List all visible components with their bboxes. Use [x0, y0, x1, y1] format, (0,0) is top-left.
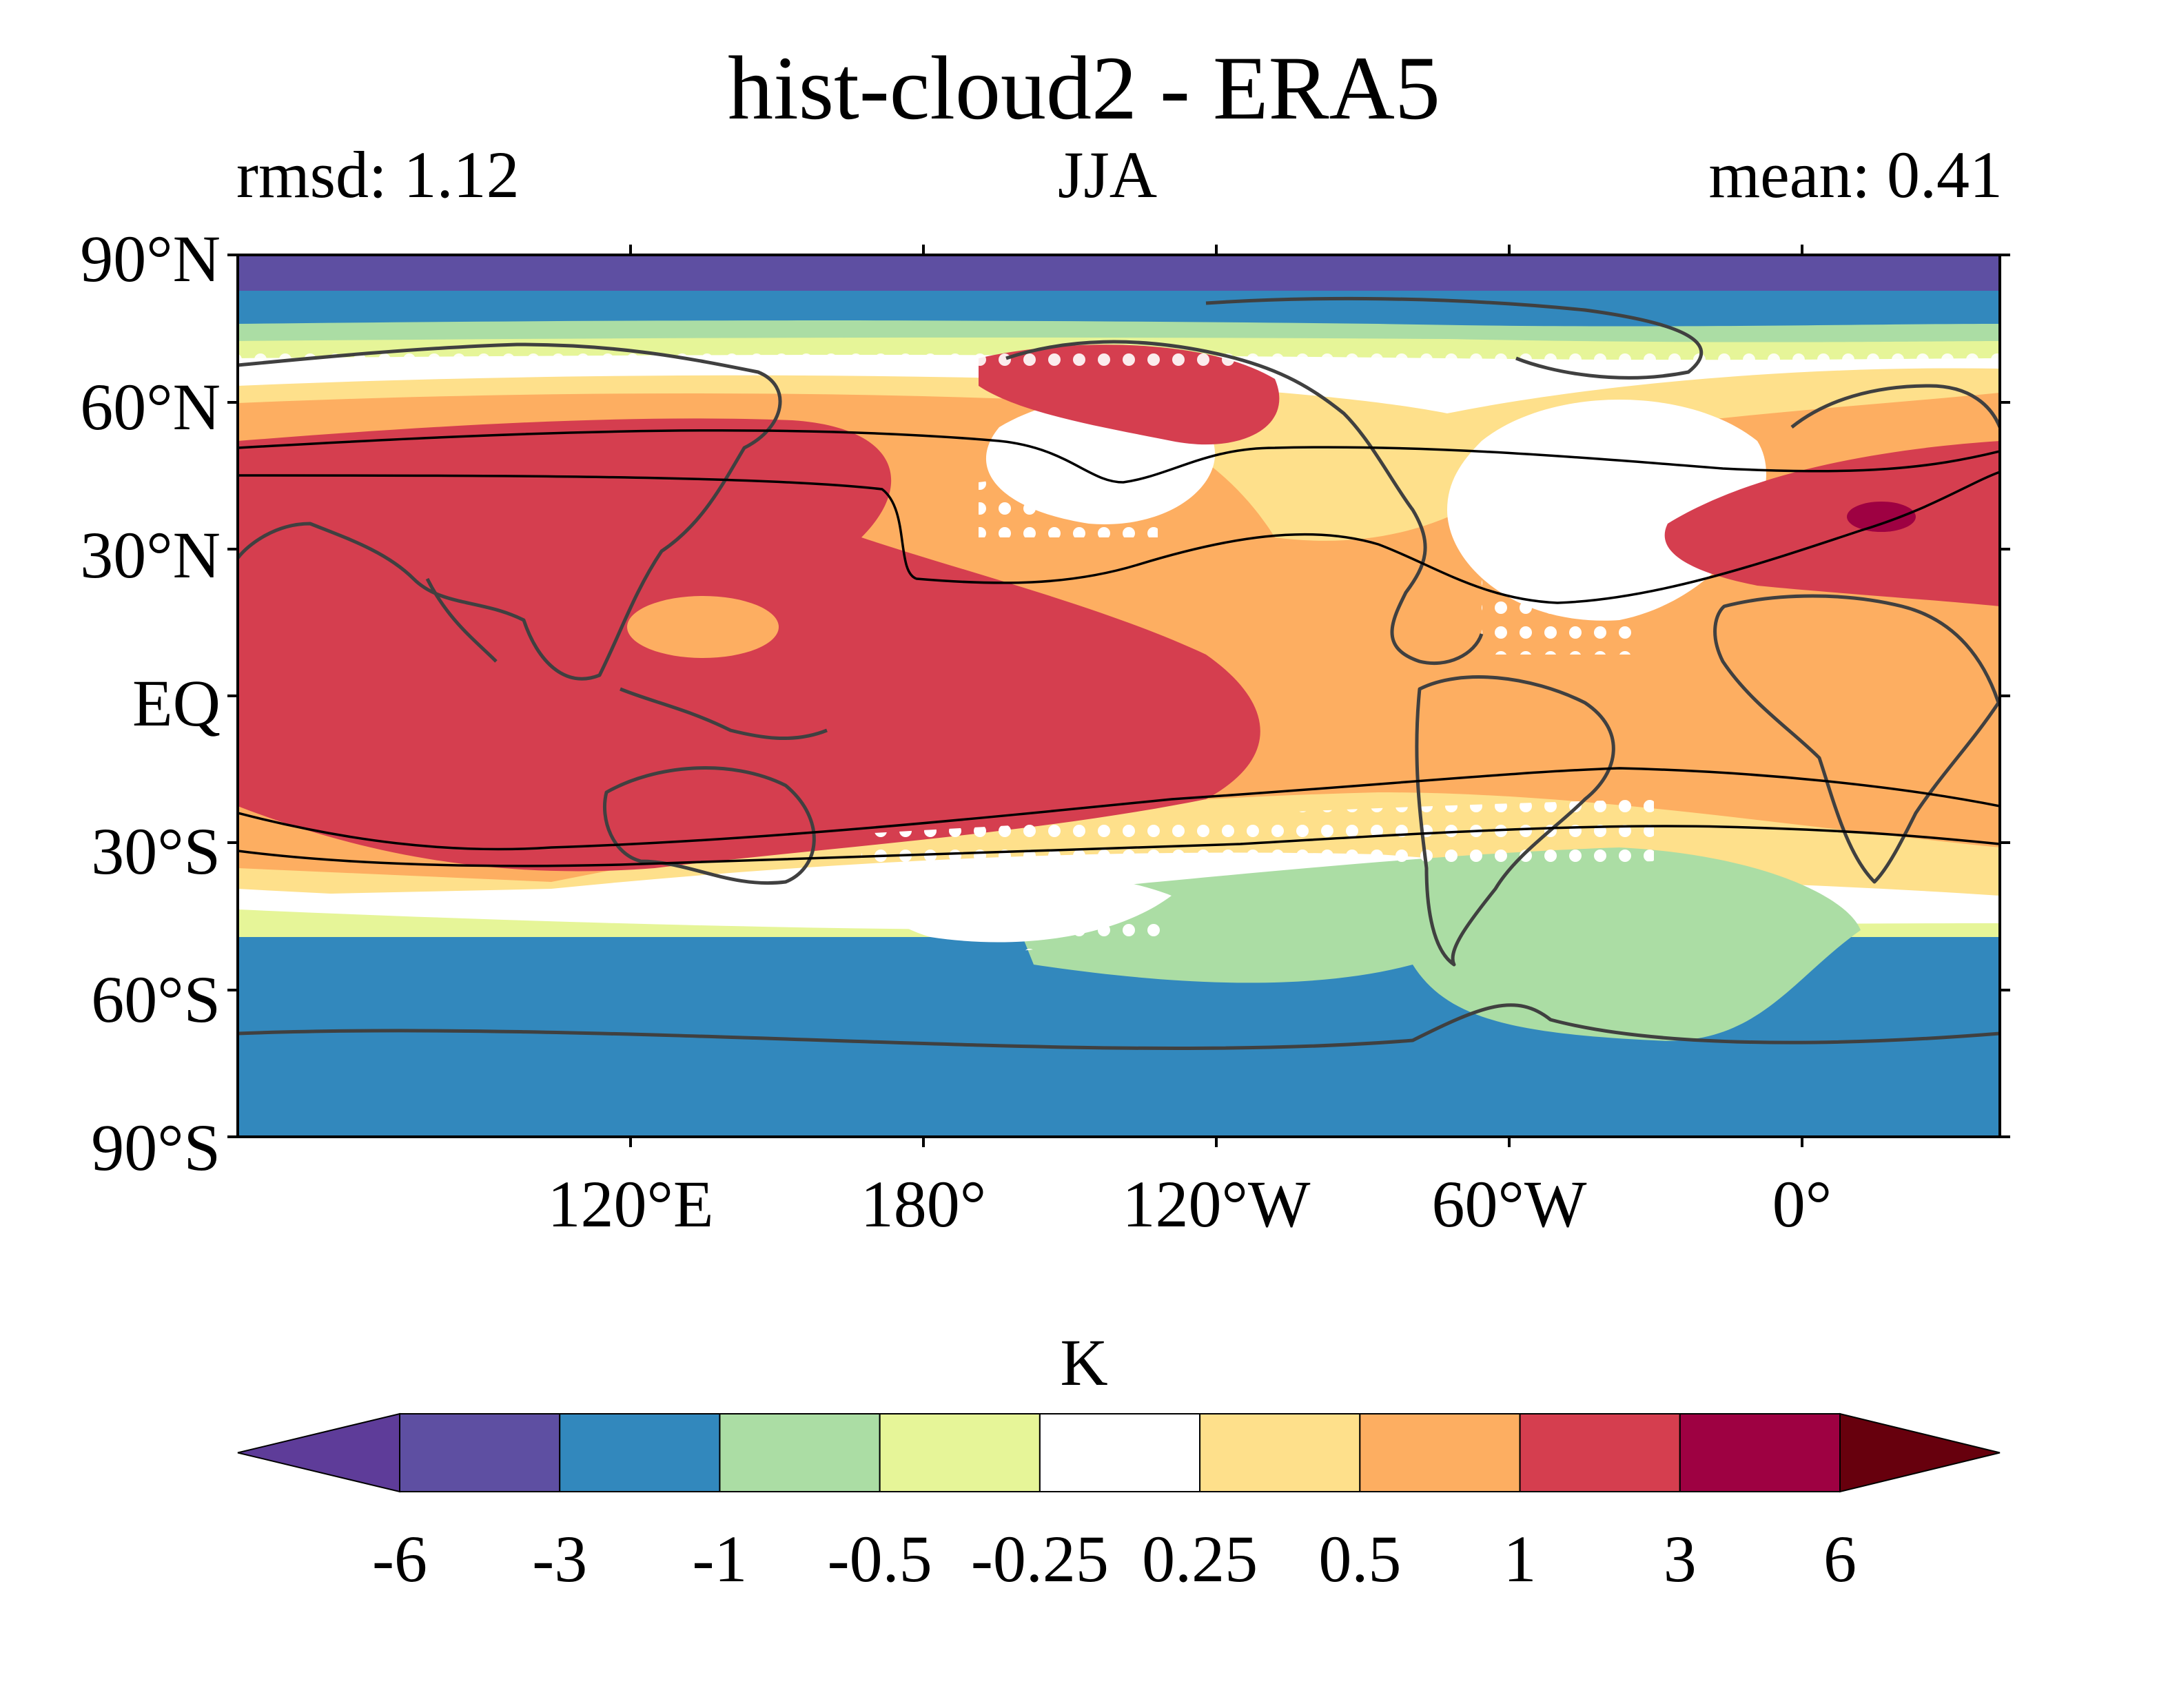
lon-tick-label: 180°: [860, 1167, 987, 1241]
lat-tick-label: 90°S: [91, 1111, 221, 1184]
lat-tick-label: 30°S: [91, 814, 221, 888]
north-line-upper: [238, 429, 2000, 484]
colorbar-tick-label: 1: [1503, 1522, 1537, 1596]
north-line-lower: [238, 471, 2000, 604]
coast-maritime: [620, 687, 828, 740]
coast-africa: [1713, 594, 2000, 884]
lat-tick-label: 30°N: [80, 518, 221, 592]
colorbar-box: [559, 1413, 721, 1492]
coastlines: [238, 296, 2000, 1051]
coast-south-america: [1415, 675, 1615, 967]
lon-tick-label: 120°E: [547, 1167, 714, 1241]
colorbar-box: [1359, 1413, 1521, 1492]
contour-red-mediterranean: [1664, 441, 2000, 606]
colorbar-tick-label: -6: [372, 1522, 427, 1596]
colorbar-tick-label: 0.25: [1142, 1522, 1258, 1596]
stippling-north: [238, 344, 2000, 372]
map-title: hist-cloud2 - ERA5: [728, 37, 1440, 138]
coast-india: [425, 577, 498, 663]
contour-orange-pocket: [627, 596, 779, 658]
stippling-south: [861, 799, 1654, 882]
south-line-lower: [238, 825, 2000, 867]
contour-arctic-purple: [238, 255, 2000, 291]
colorbar-extend-high: [1839, 1412, 2001, 1493]
lat-tick-label: 60°N: [80, 370, 221, 444]
colorbar-tick-label: -1: [692, 1522, 748, 1596]
colorbar-tick-label: 6: [1823, 1522, 1857, 1596]
lon-tick-label: 0°: [1772, 1167, 1832, 1241]
coast-europe: [1790, 384, 2000, 429]
contour-green-southatlantic: [1006, 847, 1861, 1041]
colorbar-box: [1519, 1413, 1681, 1492]
colorbar-box: [1679, 1413, 1841, 1492]
contour-darkred-hotspot: [1847, 502, 1916, 532]
stippling-natl: [1482, 558, 1640, 655]
colorbar-extend-low: [237, 1412, 400, 1493]
coast-antarctica: [238, 1003, 2000, 1051]
colorbar: [237, 1412, 2001, 1493]
colorbar-box: [719, 1413, 881, 1492]
coast-eurasia: [238, 342, 782, 681]
coast-arctic-islands: [1205, 296, 1704, 380]
colorbar-tick-label: 0.5: [1318, 1522, 1402, 1596]
axis-ticks: [227, 245, 2010, 1147]
colorbar-tick-label: 3: [1663, 1522, 1697, 1596]
rmsd-label: rmsd: 1.12: [236, 138, 520, 212]
mean-label: mean: 0.41: [1708, 138, 2003, 212]
lat-tick-label: 90°N: [80, 222, 221, 296]
overlay-lines: [238, 429, 2000, 867]
coast-north-america: [1005, 340, 1484, 666]
colorbar-box: [1199, 1413, 1361, 1492]
season-label: JJA: [1058, 138, 1158, 212]
lat-tick-label: 60°S: [91, 963, 221, 1036]
stippling-npacific: [979, 478, 1158, 537]
lat-tick-label: EQ: [132, 666, 221, 740]
colorbar-box: [879, 1413, 1041, 1492]
colorbar-tick-label: -0.5: [827, 1522, 932, 1596]
colorbar-box: [399, 1413, 561, 1492]
colorbar-tick-label: -3: [532, 1522, 588, 1596]
stippling-southern-ocean: [1020, 893, 1172, 951]
south-line-upper: [238, 767, 2000, 851]
colorbar-tick-label: -0.25: [970, 1522, 1109, 1596]
latitude-axis: 90°N 60°N 30°N EQ 30°S 60°S 90°S: [0, 0, 221, 1240]
lon-tick-label: 120°W: [1122, 1167, 1311, 1241]
colorbar-box: [1039, 1413, 1201, 1492]
filled-contours: [238, 255, 2000, 1137]
coast-australia: [602, 766, 816, 885]
colorbar-label: K: [1060, 1326, 1108, 1399]
lon-tick-label: 60°W: [1431, 1167, 1587, 1241]
